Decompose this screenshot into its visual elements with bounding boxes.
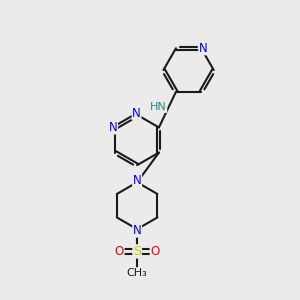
Text: N: N (109, 121, 118, 134)
Text: CH₃: CH₃ (127, 268, 148, 278)
Text: O: O (150, 245, 160, 258)
Text: O: O (115, 245, 124, 258)
Text: N: N (199, 42, 208, 55)
Text: N: N (132, 107, 141, 120)
Text: N: N (133, 224, 142, 237)
Text: N: N (133, 174, 142, 188)
Text: S: S (133, 245, 141, 258)
Text: HN: HN (150, 102, 167, 112)
